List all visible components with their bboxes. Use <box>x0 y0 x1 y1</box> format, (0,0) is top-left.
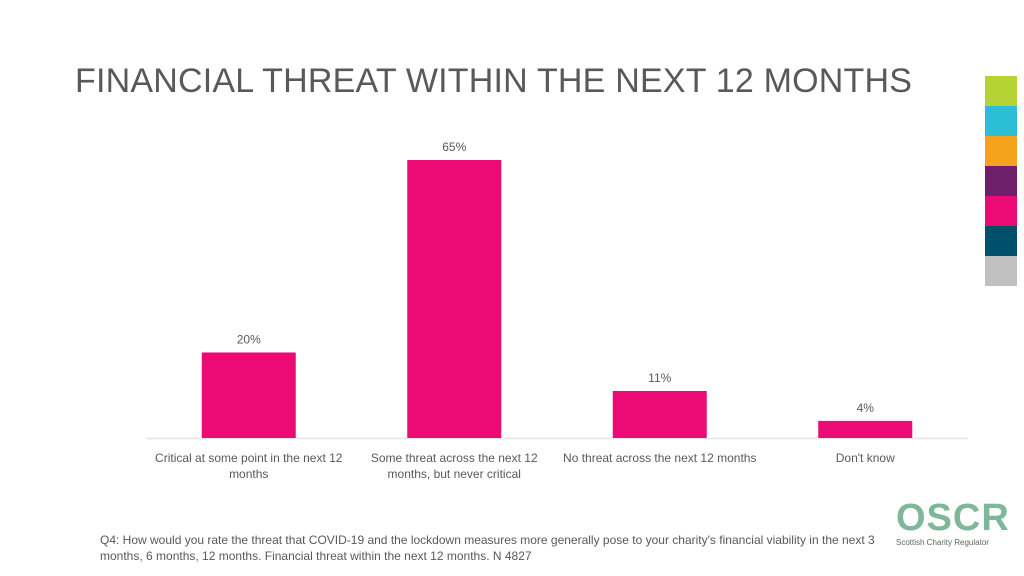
category-label: Critical at some point in the next 12 mo… <box>155 451 343 481</box>
data-label: 11% <box>648 371 671 385</box>
color-swatch <box>985 256 1017 286</box>
bar <box>201 352 296 438</box>
color-swatch <box>985 136 1017 166</box>
color-swatch <box>985 106 1017 136</box>
footnote: Q4: How would you rate the threat that C… <box>100 533 875 563</box>
bar <box>818 420 913 438</box>
category-label: Don't know <box>835 451 895 465</box>
color-swatch <box>985 76 1017 106</box>
category-label: Some threat across the next 12 months, b… <box>370 451 538 481</box>
category-label: No threat across the next 12 months <box>563 451 757 465</box>
color-swatch <box>985 166 1017 196</box>
data-label: 65% <box>442 140 466 154</box>
color-swatch <box>985 226 1017 256</box>
data-label: 4% <box>857 401 875 415</box>
data-label: 20% <box>237 332 261 346</box>
color-swatch <box>985 196 1017 226</box>
chart-title: FINANCIAL THREAT WITHIN THE NEXT 12 MONT… <box>75 62 913 100</box>
bar <box>407 160 502 438</box>
color-swatch-strip <box>985 76 1017 286</box>
bar <box>612 390 707 438</box>
logo-text: OSCR <box>896 497 1010 539</box>
logo-subtitle: Scottish Charity Regulator <box>896 538 989 547</box>
oscr-logo: OSCR Scottish Charity Regulator <box>896 497 1010 550</box>
